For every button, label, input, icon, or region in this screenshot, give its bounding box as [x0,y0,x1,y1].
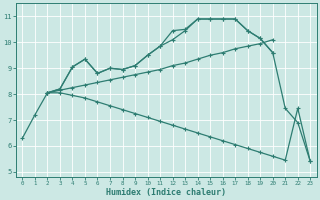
X-axis label: Humidex (Indice chaleur): Humidex (Indice chaleur) [106,188,226,197]
